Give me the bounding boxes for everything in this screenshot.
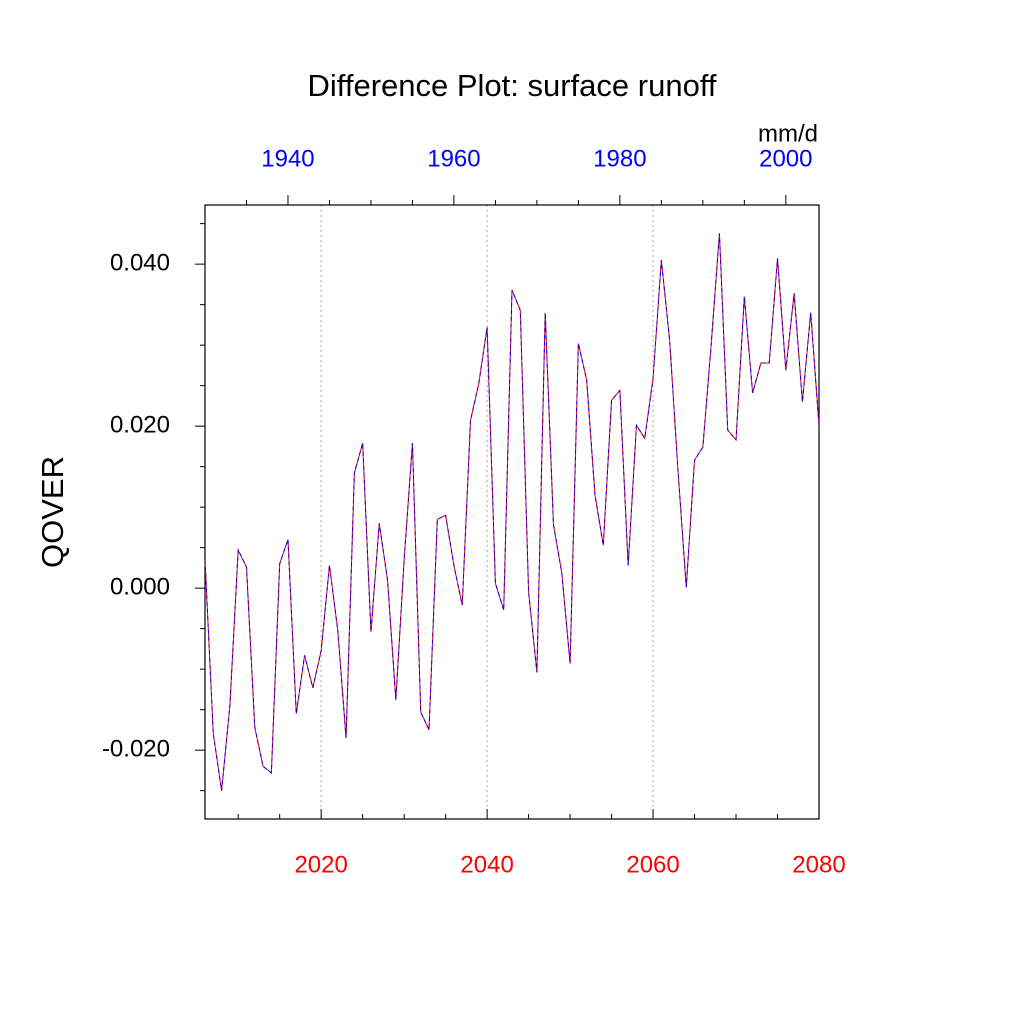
x-tick-label: 2020 [294, 851, 347, 878]
x-tick-label: 2040 [460, 851, 513, 878]
x2-tick-label: 2000 [759, 145, 812, 172]
data-line [204, 233, 820, 791]
units-label: mm/d [758, 120, 818, 147]
x-tick-label: 2080 [792, 851, 845, 878]
x-tick-label: 2060 [626, 851, 679, 878]
y-axis-label: QOVER [35, 456, 70, 568]
y-tick-label: 0.000 [110, 573, 170, 600]
x2-tick-label: 1940 [261, 145, 314, 172]
y-tick-label: -0.020 [102, 735, 170, 762]
x2-tick-label: 1980 [593, 145, 646, 172]
x2-tick-label: 1960 [427, 145, 480, 172]
y-tick-label: 0.020 [110, 411, 170, 438]
plot-frame [204, 204, 820, 820]
data-line-dashed [204, 233, 820, 791]
chart-title: Difference Plot: surface runoff [308, 68, 717, 103]
y-tick-label: 0.040 [110, 249, 170, 276]
